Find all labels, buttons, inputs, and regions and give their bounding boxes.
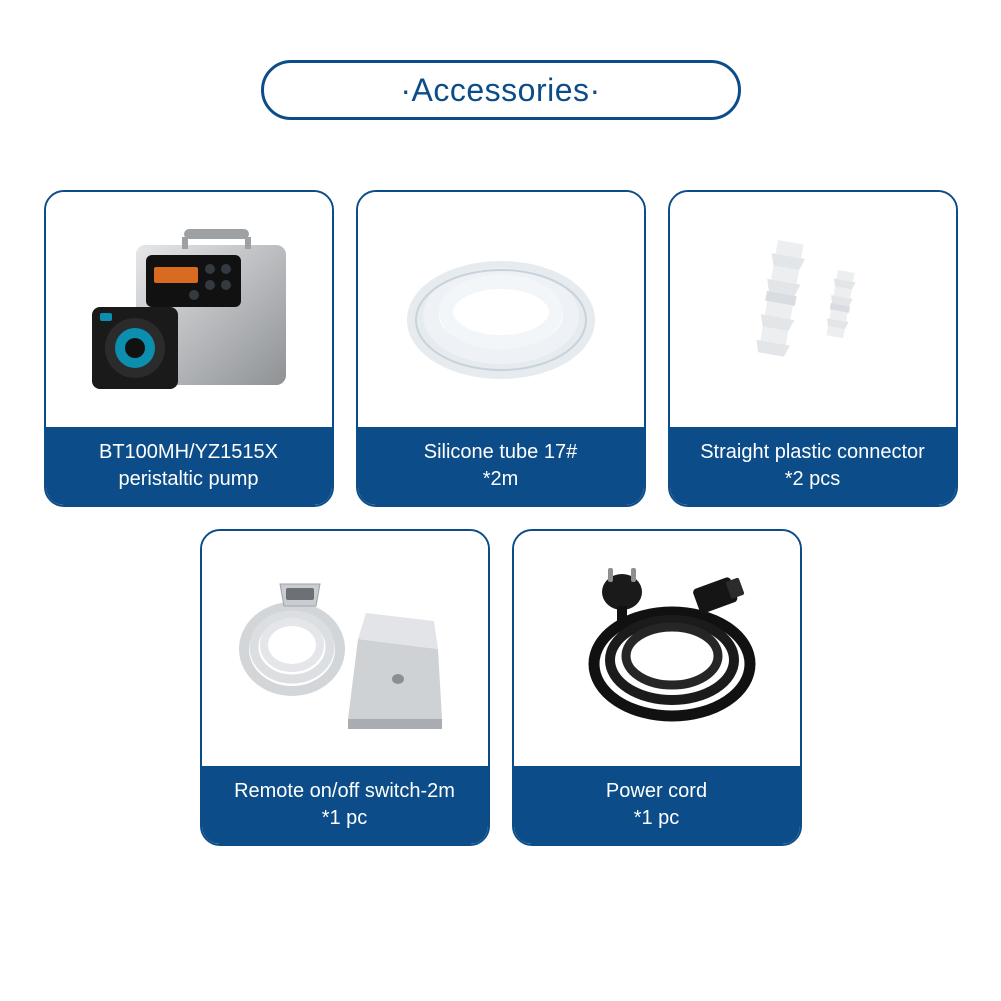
pump-icon <box>74 215 304 405</box>
tube-label-line1: Silicone tube 17# <box>424 439 577 466</box>
connector-label: Straight plastic connector *2 pcs <box>670 427 956 505</box>
tube-image <box>358 192 644 427</box>
card-power-cord: Power cord *1 pc <box>512 529 802 846</box>
powercord-label-line2: *1 pc <box>634 805 680 832</box>
footswitch-label-line1: Remote on/off switch-2m <box>234 778 455 805</box>
card-pump: BT100MH/YZ1515X peristaltic pump <box>44 190 334 507</box>
accessories-grid: BT100MH/YZ1515X peristaltic pump Silicon… <box>41 190 961 846</box>
tube-label: Silicone tube 17# *2m <box>358 427 644 505</box>
tube-icon <box>396 230 606 390</box>
powercord-label: Power cord *1 pc <box>514 766 800 844</box>
connector-label-line2: *2 pcs <box>785 466 841 493</box>
footswitch-label-line2: *1 pc <box>322 805 368 832</box>
pump-label-line2: peristaltic pump <box>118 466 258 493</box>
connector-image <box>670 192 956 427</box>
powercord-label-line1: Power cord <box>606 778 707 805</box>
connector-label-line1: Straight plastic connector <box>700 439 925 466</box>
footswitch-icon <box>230 554 460 744</box>
section-title: ·Accessories· <box>400 72 600 109</box>
card-connector: Straight plastic connector *2 pcs <box>668 190 958 507</box>
card-remote-switch: Remote on/off switch-2m *1 pc <box>200 529 490 846</box>
card-silicone-tube: Silicone tube 17# *2m <box>356 190 646 507</box>
tube-label-line2: *2m <box>483 466 519 493</box>
section-header: ·Accessories· <box>261 60 741 120</box>
pump-image <box>46 192 332 427</box>
pump-label: BT100MH/YZ1515X peristaltic pump <box>46 427 332 505</box>
powercord-image <box>514 531 800 766</box>
footswitch-image <box>202 531 488 766</box>
footswitch-label: Remote on/off switch-2m *1 pc <box>202 766 488 844</box>
powercord-icon <box>542 554 772 744</box>
pump-label-line1: BT100MH/YZ1515X <box>99 439 278 466</box>
connector-icon <box>708 220 918 400</box>
